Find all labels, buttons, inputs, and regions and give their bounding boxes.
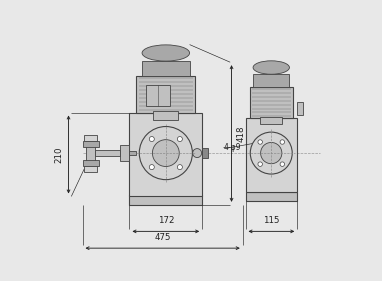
Bar [129,195,202,205]
Bar [84,135,97,141]
Bar [83,160,99,166]
Bar [120,145,129,162]
Circle shape [177,165,182,170]
Text: 418: 418 [236,125,246,142]
Bar [297,102,303,115]
Bar [253,74,290,87]
Bar [246,192,297,201]
Circle shape [193,149,202,158]
Bar [142,61,189,76]
Circle shape [177,137,182,142]
Circle shape [280,162,285,166]
Bar [250,87,293,118]
Ellipse shape [253,61,290,74]
Circle shape [250,132,292,174]
Bar [83,141,99,148]
Bar [129,112,202,196]
Bar [246,118,297,192]
Bar [261,117,282,124]
Ellipse shape [142,45,189,61]
Text: 4-φ9: 4-φ9 [224,143,241,152]
Text: 210: 210 [55,146,63,163]
Bar [146,85,170,106]
Bar [94,150,120,157]
Circle shape [280,140,285,144]
Circle shape [149,137,154,142]
Circle shape [139,126,193,180]
Bar [153,111,178,119]
Bar [84,166,97,172]
Circle shape [261,142,282,164]
Text: 475: 475 [154,233,171,242]
Circle shape [258,162,262,166]
Circle shape [258,140,262,144]
Bar [129,151,136,155]
Circle shape [149,165,154,170]
Bar [86,141,95,164]
Text: 115: 115 [263,216,280,225]
Text: 172: 172 [158,216,174,225]
Bar [202,148,208,158]
Circle shape [152,140,179,167]
Bar [136,76,195,112]
